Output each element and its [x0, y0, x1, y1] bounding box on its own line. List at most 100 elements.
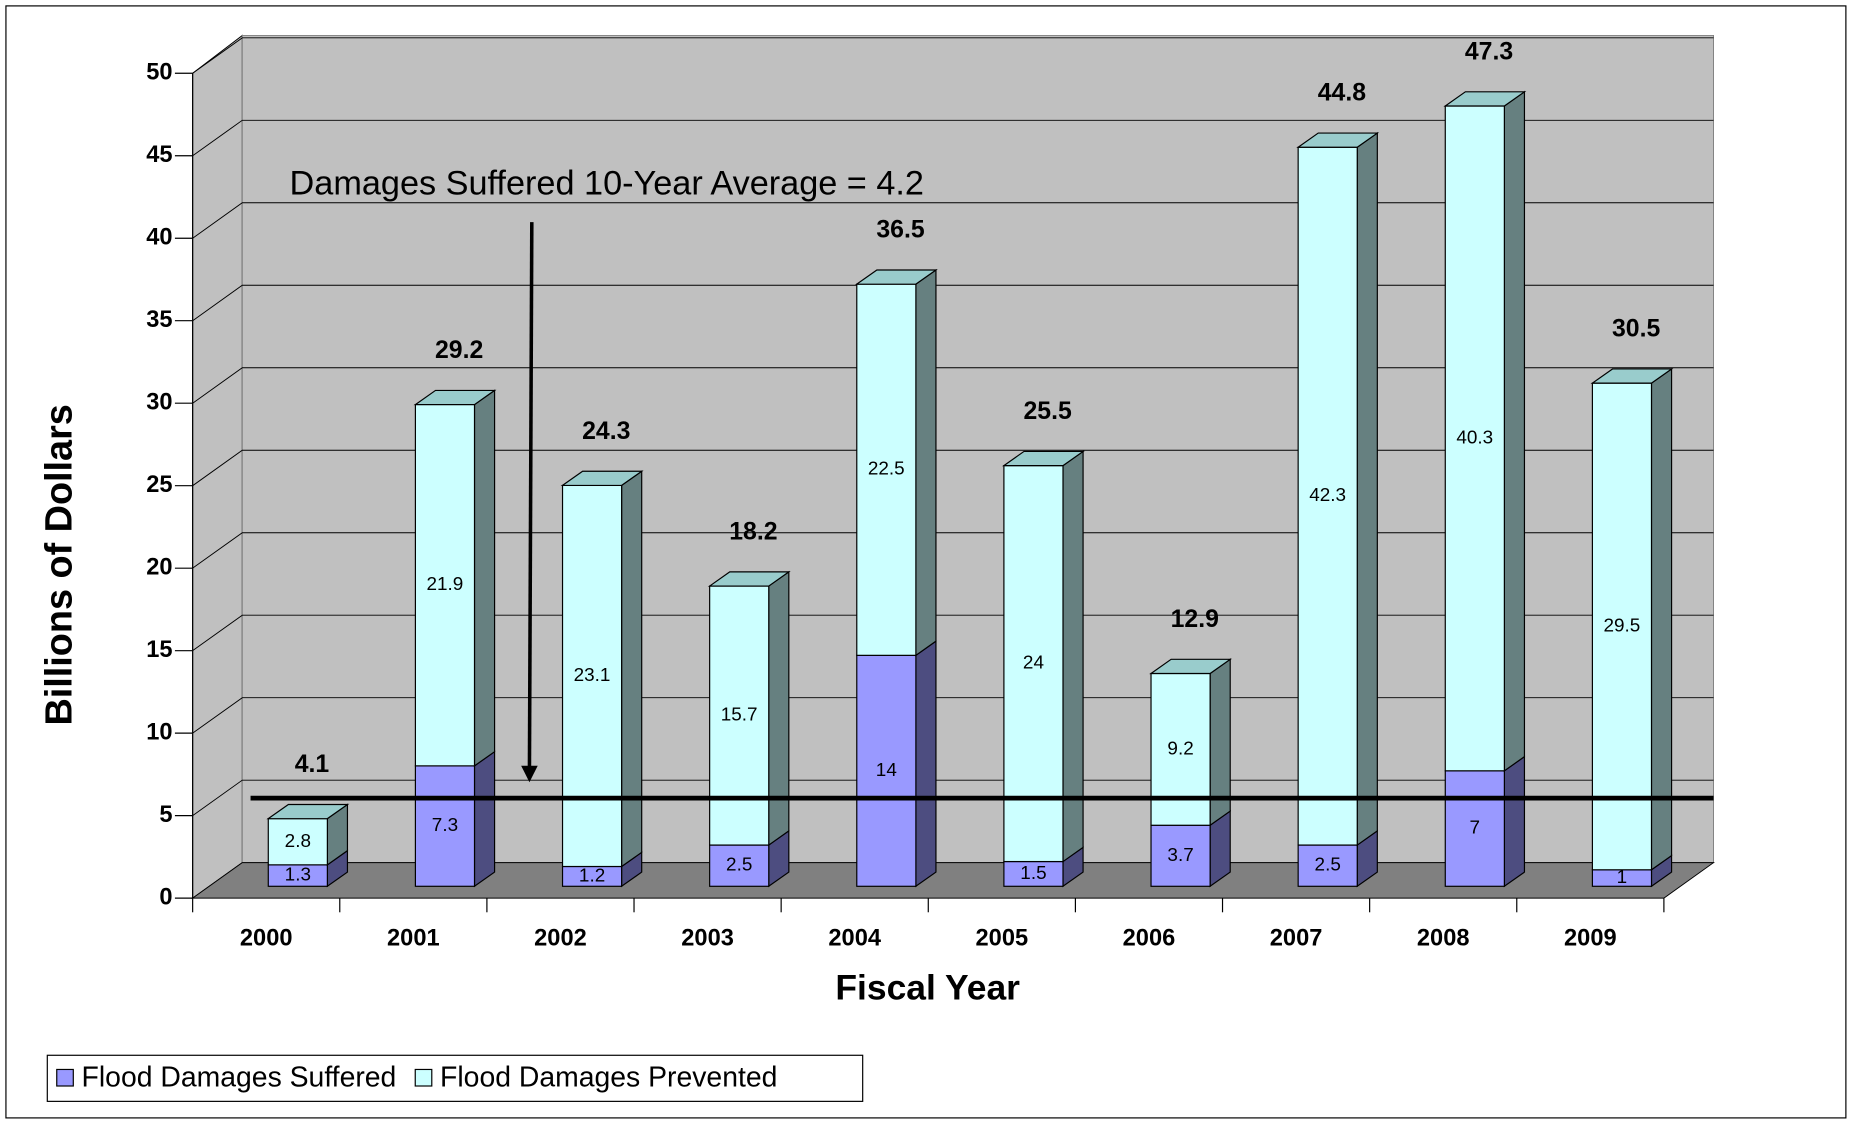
grid-line	[192, 614, 1714, 652]
bar-side	[915, 268, 937, 657]
bar	[856, 283, 917, 656]
x-tick-label: 2007	[1270, 926, 1323, 952]
annotation: Damages Suffered 10-Year Average = 4.2	[290, 165, 924, 203]
grid-line	[192, 449, 1714, 487]
value-label: 22.5	[868, 459, 905, 480]
y-tick-label: 50	[146, 60, 172, 86]
bar-top	[1443, 91, 1527, 107]
bar	[709, 585, 770, 846]
legend-label: Flood Damages Prevented	[440, 1061, 777, 1093]
arrow-head	[521, 765, 538, 783]
total-label: 44.8	[1318, 80, 1366, 107]
total-label: 30.5	[1612, 316, 1660, 343]
total-label: 18.2	[729, 518, 777, 545]
y-tick-label: 15	[146, 637, 172, 663]
total-label: 47.3	[1465, 38, 1513, 65]
value-label: 1.3	[285, 865, 311, 886]
legend-swatch	[56, 1068, 74, 1087]
bar-top	[413, 389, 497, 406]
y-tick-label: 40	[146, 224, 172, 250]
bar-side	[473, 389, 496, 768]
bar-top	[707, 571, 791, 587]
bar-top	[1296, 132, 1380, 148]
bar-top	[854, 269, 938, 285]
bar-side	[473, 750, 496, 888]
value-label: 1	[1617, 867, 1628, 888]
x-tick-label: 2003	[681, 926, 734, 952]
value-label: 24	[1023, 653, 1044, 674]
value-label: 3.7	[1167, 845, 1193, 866]
bar-side	[621, 470, 643, 868]
bar-top	[266, 803, 350, 820]
value-label: 1.2	[579, 865, 605, 886]
bar	[856, 654, 917, 887]
y-tick-label: 30	[146, 389, 172, 415]
bar	[1591, 382, 1653, 871]
y-tick-label: 5	[159, 802, 172, 828]
bar-side	[768, 570, 790, 847]
value-label: 15.7	[721, 705, 758, 726]
bar-side	[915, 640, 937, 888]
y-tick-label: 25	[146, 472, 172, 498]
value-label: 21.9	[427, 574, 464, 595]
bar	[414, 403, 476, 767]
value-label: 7.3	[432, 815, 458, 836]
value-label: 2.5	[1315, 855, 1341, 876]
y-tick-label: 35	[146, 307, 172, 333]
bar-side	[1650, 367, 1673, 871]
grid-line	[192, 532, 1714, 569]
value-label: 14	[876, 760, 897, 781]
y-tick-label: 45	[146, 142, 172, 168]
value-label: 2.5	[726, 855, 752, 876]
bar	[414, 765, 476, 887]
x-axis-title: Fiscal Year	[835, 968, 1020, 1008]
y-tick-label: 0	[159, 884, 172, 910]
value-label: 42.3	[1309, 485, 1346, 506]
value-label: 1.5	[1020, 863, 1046, 884]
x-tick-label: 2002	[534, 926, 587, 952]
bar	[709, 844, 770, 887]
bar-side	[1503, 90, 1526, 772]
value-label: 29.5	[1604, 615, 1641, 636]
x-tick-label: 2008	[1417, 926, 1470, 952]
grid-line	[192, 119, 1714, 157]
total-label: 25.5	[1023, 398, 1071, 425]
bar-top	[1590, 368, 1674, 384]
value-label: 40.3	[1456, 427, 1493, 448]
y-axis-title: Billions of Dollars	[38, 404, 80, 725]
grid-line	[192, 37, 1714, 74]
value-label: 2.8	[285, 831, 311, 852]
x-tick-label: 2006	[1123, 926, 1176, 952]
bar	[267, 818, 328, 866]
arrow	[527, 222, 534, 769]
legend-label: Flood Damages Suffered	[82, 1061, 397, 1093]
total-label: 24.3	[582, 418, 630, 445]
bar	[1297, 146, 1358, 846]
grid-line	[192, 367, 1714, 404]
value-label: 9.2	[1167, 738, 1193, 759]
total-label: 4.1	[295, 751, 330, 778]
bar-top	[560, 470, 644, 487]
bar-side	[1356, 131, 1378, 847]
legend-swatch	[414, 1068, 433, 1087]
bar	[1003, 465, 1064, 863]
total-label: 29.2	[435, 337, 483, 364]
side-wall	[192, 34, 243, 900]
x-tick-label: 2005	[976, 926, 1029, 952]
y-tick-label: 20	[146, 554, 172, 580]
grid-line	[192, 284, 1714, 322]
legend	[46, 1054, 864, 1102]
bar-top	[1149, 658, 1233, 675]
x-tick-label: 2004	[828, 926, 881, 952]
x-tick-label: 2009	[1564, 926, 1617, 952]
value-label: 7	[1470, 818, 1481, 839]
value-label: 23.1	[574, 665, 611, 686]
bar	[1150, 824, 1211, 887]
bar	[561, 484, 623, 868]
total-label: 12.9	[1171, 606, 1219, 633]
bar-side	[1503, 755, 1526, 888]
grid-line	[192, 202, 1714, 239]
x-tick-label: 2000	[240, 926, 293, 952]
bar-top	[1002, 450, 1085, 467]
